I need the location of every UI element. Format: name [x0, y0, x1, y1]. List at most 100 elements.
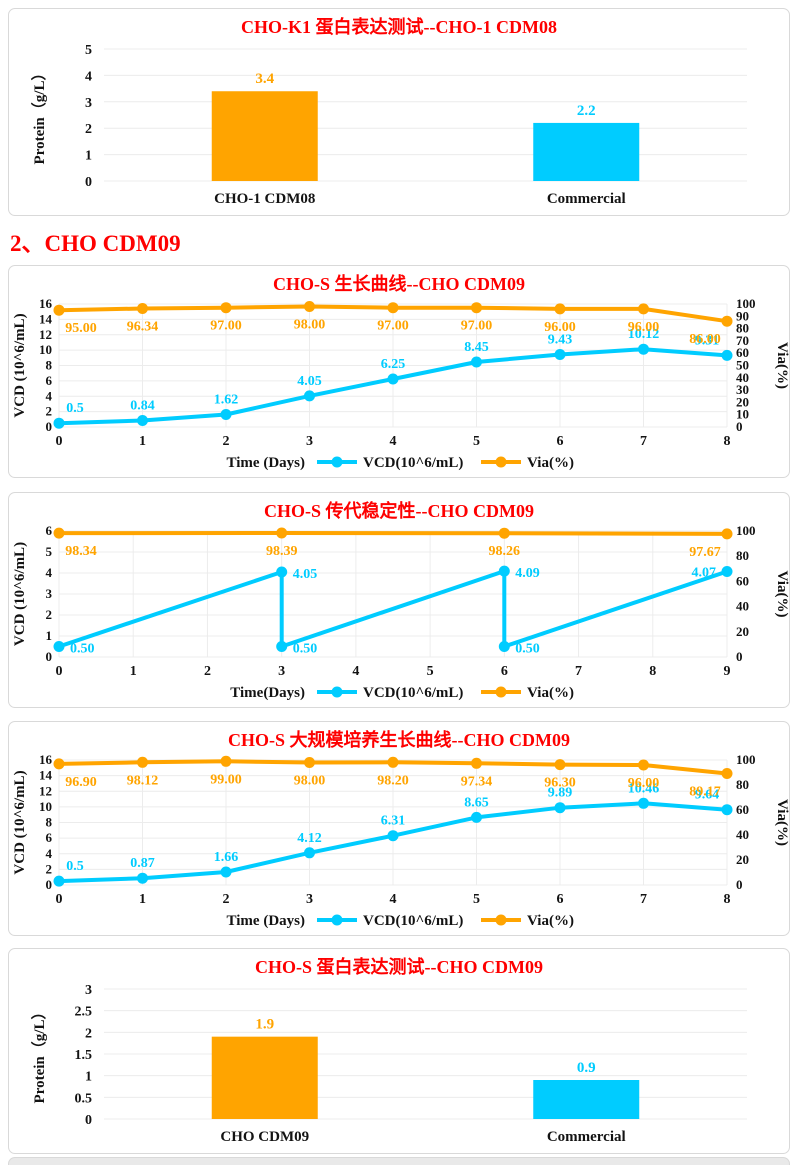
- svg-text:1: 1: [85, 1070, 92, 1085]
- svg-text:20: 20: [736, 394, 749, 409]
- vcd-point-marker: [498, 641, 510, 652]
- y-axis-tick-labels: 0 0.5 1 1.5 2 2.5 3: [75, 983, 93, 1128]
- svg-text:100: 100: [736, 754, 756, 767]
- svg-text:3: 3: [85, 96, 92, 111]
- svg-text:5: 5: [473, 434, 480, 449]
- svg-text:2: 2: [223, 892, 230, 907]
- bar-1: [533, 122, 640, 181]
- via-point-marker: [721, 768, 733, 779]
- svg-text:0: 0: [56, 664, 63, 679]
- svg-text:8: 8: [46, 815, 53, 830]
- svg-text:20: 20: [736, 852, 749, 867]
- via-data-label: 98.00: [294, 318, 326, 333]
- svg-text:2: 2: [85, 122, 92, 137]
- svg-text:0: 0: [85, 175, 92, 190]
- vcd-point-marker: [471, 356, 482, 368]
- vcd-point-marker: [721, 349, 733, 361]
- via-point-marker: [387, 302, 399, 314]
- vcd-data-label: 0.50: [515, 642, 540, 657]
- via-point-marker: [304, 301, 315, 312]
- via-data-label: 86.00: [689, 332, 721, 347]
- vcd-data-label: 10.12: [628, 327, 660, 342]
- via-point-marker: [554, 303, 566, 315]
- vcd-point-marker: [304, 847, 315, 859]
- svg-text:2: 2: [46, 404, 53, 419]
- via-data-label: 99.00: [210, 772, 242, 787]
- legend-vcd-label: VCD(10^6/mL): [363, 685, 463, 701]
- vcd-point-marker: [53, 641, 65, 652]
- svg-text:3: 3: [46, 586, 53, 601]
- svg-text:2: 2: [85, 1026, 92, 1041]
- svg-text:8: 8: [724, 434, 731, 449]
- vcd-data-label: 6.25: [381, 357, 406, 372]
- left-axis-title: VCD (10^6/mL): [12, 770, 28, 874]
- x-axis-title: Time (Days): [227, 913, 305, 929]
- svg-text:1: 1: [46, 628, 53, 643]
- chart-canvas-chos-protein: 0 0.5 1 1.5 2 2.5 3 Protein（g/L） 1.9 CHO CDM09 0.9…: [9, 981, 789, 1153]
- vcd-data-label: 0.50: [70, 642, 95, 657]
- via-point-marker: [638, 759, 649, 771]
- svg-text:0: 0: [85, 1113, 92, 1128]
- via-data-label: 89.17: [689, 785, 721, 800]
- x-axis-tick-labels: 0 1 2 3 4 5 6 7 8: [56, 434, 731, 449]
- svg-text:1: 1: [139, 892, 146, 907]
- svg-text:8: 8: [649, 664, 656, 679]
- svg-text:5: 5: [427, 664, 434, 679]
- vcd-data-label: 4.09: [515, 566, 540, 581]
- vcd-point-marker: [276, 641, 288, 652]
- via-point-marker: [471, 302, 482, 314]
- left-axis-title: VCD (10^6/mL): [12, 313, 28, 417]
- vcd-data-label: 4.05: [297, 374, 322, 389]
- svg-text:2: 2: [46, 607, 53, 622]
- svg-text:3: 3: [306, 892, 313, 907]
- vcd-data-label: 1.66: [214, 850, 239, 865]
- vcd-point-marker: [304, 390, 315, 402]
- svg-text:5: 5: [473, 892, 480, 907]
- bar-value-label: 0.9: [577, 1060, 596, 1076]
- via-data-label: 96.00: [628, 320, 660, 335]
- vcd-data-label: 6.31: [381, 814, 406, 829]
- via-point-marker: [137, 756, 148, 768]
- via-point-marker: [304, 757, 315, 768]
- chart-canvas-passage-stability: 0 1 2 3 4 5 6 0 20 40 60 80 100 0 1 2 3 4 5 6 7 8 9 VCD (10^6/m…: [9, 525, 789, 707]
- vcd-point-marker: [137, 872, 148, 884]
- bar-0: [211, 1036, 318, 1119]
- legend-via-label: Via(%): [527, 913, 574, 929]
- gridlines: [58, 303, 728, 428]
- via-point-marker: [276, 527, 288, 539]
- vcd-point-marker: [498, 565, 510, 577]
- right-axis-tick-labels: 0 20 40 60 80 100: [736, 754, 756, 892]
- via-point-marker: [220, 302, 232, 314]
- svg-text:1.5: 1.5: [75, 1048, 93, 1063]
- vcd-series: 0.50 4.05 0.50 4.09 0.50 4.07: [53, 565, 733, 657]
- svg-text:0.5: 0.5: [75, 1091, 93, 1106]
- via-data-label: 97.34: [461, 774, 493, 789]
- gridlines: [58, 759, 728, 886]
- svg-text:0: 0: [46, 649, 53, 664]
- legend-via-label: Via(%): [527, 685, 574, 701]
- bar-0: [211, 91, 318, 181]
- svg-text:6: 6: [46, 830, 53, 845]
- svg-text:40: 40: [736, 827, 749, 842]
- via-point-marker: [137, 303, 148, 314]
- svg-text:10: 10: [39, 799, 52, 814]
- legend-vcd-marker-dot: [331, 914, 343, 926]
- via-data-label: 98.20: [377, 773, 409, 788]
- x-axis-title: Time(Days): [230, 685, 305, 701]
- legend-vcd-marker-dot: [331, 686, 343, 698]
- svg-text:6: 6: [501, 664, 508, 679]
- svg-text:3: 3: [85, 983, 92, 998]
- svg-text:5: 5: [85, 43, 92, 58]
- svg-text:100: 100: [736, 298, 756, 311]
- via-series: 95.00 96.34 97.00 98.00 97.00 97.00 96.00 96.00…: [53, 301, 733, 347]
- svg-text:4: 4: [85, 69, 92, 84]
- bar-value-label: 2.2: [577, 103, 596, 119]
- x-axis-title-and-legend: Time(Days) VCD(10^6/mL) Via(%): [230, 685, 574, 701]
- bar-category-label: CHO CDM09: [220, 1129, 309, 1145]
- left-axis-tick-labels: 0 1 2 3 4 5 6: [46, 525, 53, 664]
- svg-text:10: 10: [736, 407, 749, 422]
- svg-text:7: 7: [640, 892, 647, 907]
